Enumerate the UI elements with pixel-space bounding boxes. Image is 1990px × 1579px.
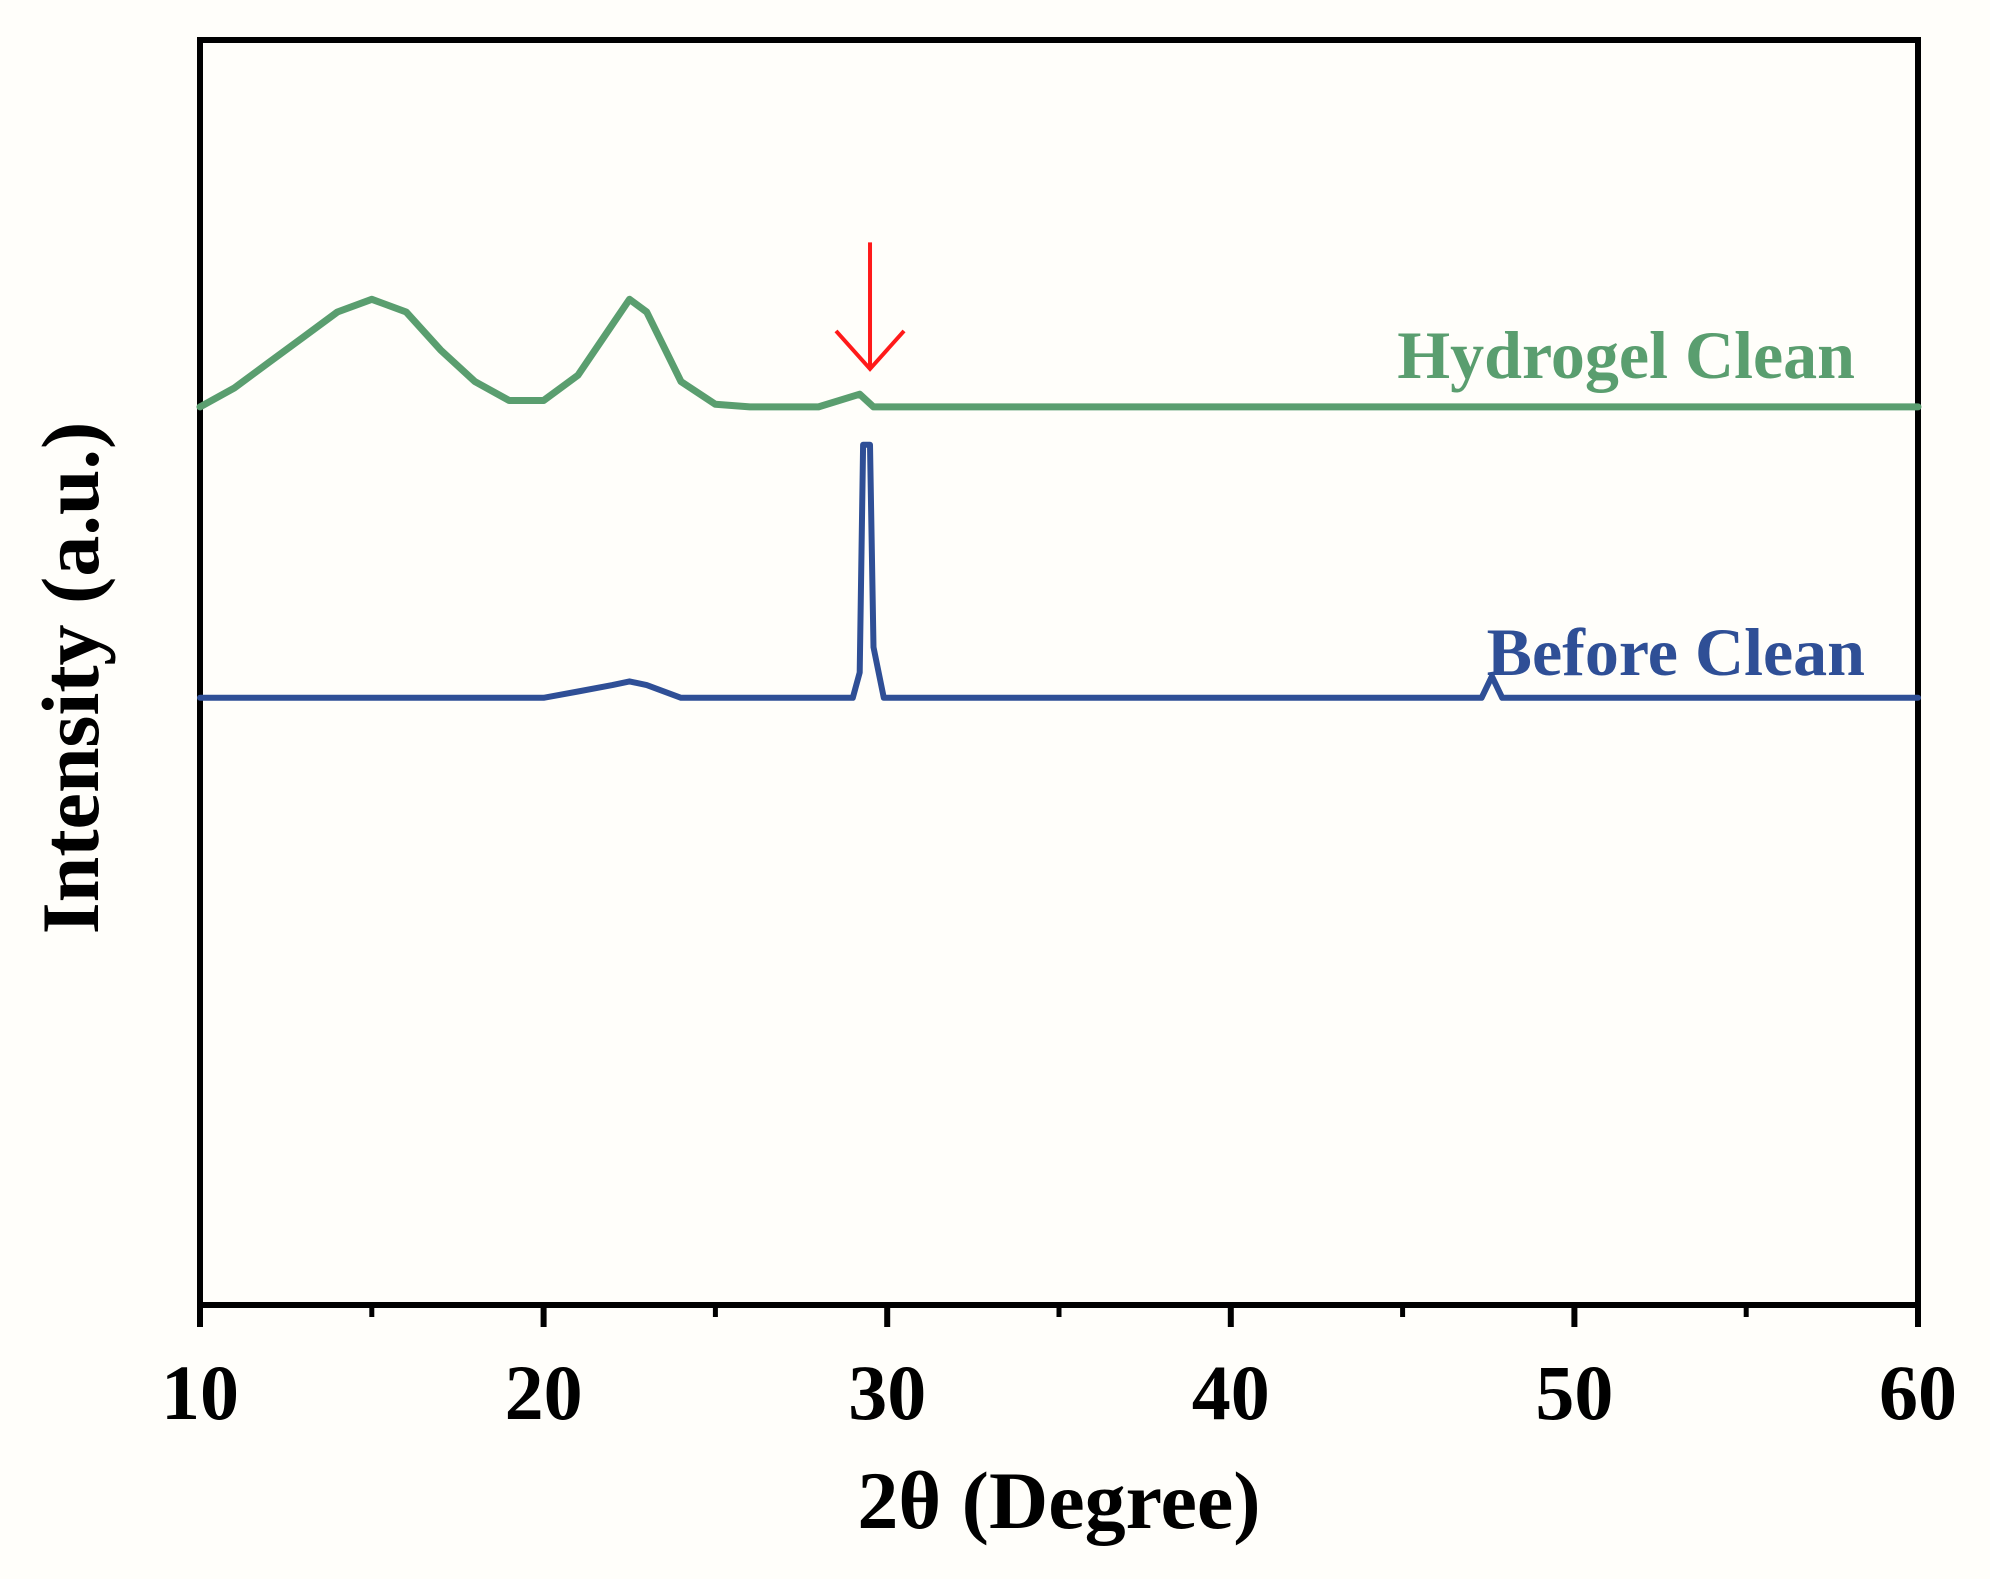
- x-tick-label: 50: [1535, 1349, 1613, 1436]
- x-tick-label: 40: [1192, 1349, 1270, 1436]
- x-tick-label: 10: [161, 1349, 239, 1436]
- x-tick-label: 20: [505, 1349, 583, 1436]
- series-label-before-clean: Before Clean: [1487, 614, 1865, 690]
- series-line-hydrogel-clean: [196, 295, 1922, 411]
- series-layer: Hydrogel Clean Before Clean: [196, 295, 1922, 701]
- y-axis-title: Intensity (a.u.): [25, 422, 116, 935]
- annotation-layer: [834, 242, 906, 372]
- series-line-before-clean: [197, 441, 1921, 701]
- x-tick-label: 60: [1879, 1349, 1957, 1436]
- arrow-annotation: [834, 242, 906, 372]
- x-axis-title: 2θ (Degree): [857, 1455, 1260, 1546]
- x-tick-label: 30: [848, 1349, 926, 1436]
- axes: 10 20 30 40 50 60: [161, 1305, 1957, 1436]
- series-label-hydrogel-clean: Hydrogel Clean: [1397, 317, 1855, 393]
